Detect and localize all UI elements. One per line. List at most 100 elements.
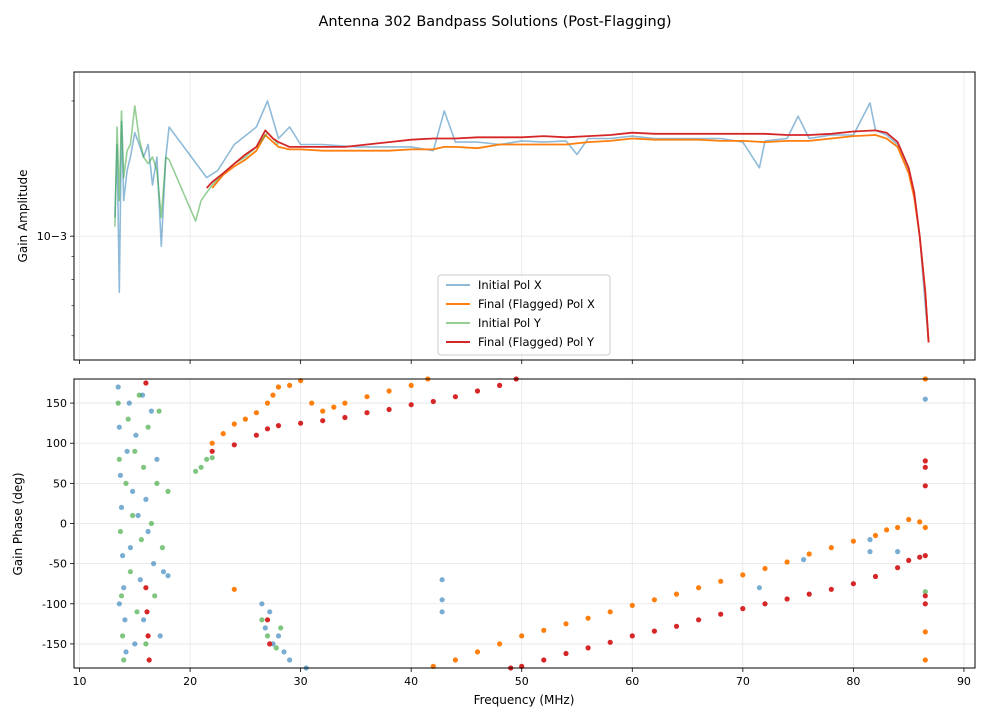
- phase-point: [696, 585, 702, 591]
- phase-point: [154, 480, 160, 486]
- phase-point: [541, 657, 547, 663]
- amplitude-line-initial-pol-x: [114, 100, 930, 343]
- phase-y-tick-label: 150: [46, 397, 67, 410]
- phase-point: [651, 597, 658, 603]
- phase-point: [922, 601, 928, 607]
- phase-point: [198, 464, 204, 470]
- phase-point: [115, 384, 121, 390]
- phase-y-tick-label: -50: [49, 558, 67, 571]
- x-tick-label: 80: [846, 675, 860, 688]
- phase-point: [264, 400, 271, 406]
- legend-entry-final-pol-y: Final (Flagged) Pol Y: [478, 335, 595, 349]
- phase-point: [309, 400, 315, 406]
- phase-point: [607, 609, 613, 615]
- phase-point: [922, 458, 928, 464]
- phase-point: [629, 602, 635, 609]
- phase-point: [762, 565, 768, 572]
- phase-point: [157, 633, 163, 639]
- phase-point: [922, 524, 928, 531]
- phase-point: [126, 400, 132, 406]
- phase-point: [439, 609, 445, 615]
- phase-point: [165, 488, 171, 494]
- phase-point: [125, 416, 131, 422]
- phase-point: [320, 418, 326, 424]
- phase-point: [127, 569, 133, 575]
- phase-point: [209, 455, 215, 461]
- phase-point: [275, 633, 282, 639]
- phase-point: [141, 464, 147, 470]
- phase-point: [121, 657, 127, 663]
- phase-point: [801, 557, 807, 563]
- phase-point: [127, 545, 133, 551]
- phase-point: [275, 384, 282, 390]
- phase-point: [231, 442, 237, 448]
- phase-point: [136, 392, 142, 398]
- x-tick-label: 60: [625, 675, 639, 688]
- phase-point: [922, 396, 928, 402]
- phase-point: [132, 641, 138, 647]
- phase-point: [872, 573, 879, 580]
- phase-point: [264, 633, 271, 639]
- phase-point: [474, 649, 481, 655]
- phase-point: [193, 468, 199, 474]
- phase-point: [145, 528, 151, 535]
- phase-point: [922, 464, 928, 470]
- phase-point: [145, 424, 151, 430]
- phase-point: [154, 456, 160, 462]
- legend-entry-initial-pol-x: Initial Pol X: [478, 278, 542, 292]
- phase-point: [146, 657, 152, 663]
- phase-point: [231, 421, 237, 427]
- phase-point: [673, 623, 680, 629]
- phase-point: [120, 553, 126, 559]
- x-tick-label: 30: [294, 675, 308, 688]
- phase-point: [152, 593, 158, 599]
- phase-point: [259, 601, 265, 607]
- phase-point: [519, 633, 525, 639]
- phase-point: [253, 432, 259, 438]
- phase-point: [922, 657, 928, 663]
- amplitude-ticks: 10−3: [37, 100, 965, 364]
- phase-point: [906, 516, 912, 523]
- phase-point: [563, 650, 569, 657]
- phase-point: [141, 617, 147, 623]
- phase-point: [922, 553, 928, 559]
- phase-point: [784, 559, 790, 565]
- phase-point: [121, 585, 127, 591]
- phase-point: [541, 627, 547, 633]
- phase-point: [133, 432, 139, 438]
- phase-scatter-initial-pol-x: [115, 384, 928, 671]
- phase-point: [287, 657, 293, 663]
- phase-point: [130, 512, 136, 519]
- phase-point: [123, 480, 129, 486]
- phase-point: [607, 639, 613, 645]
- phase-point: [906, 557, 912, 564]
- phase-point: [922, 589, 928, 595]
- phase-point: [884, 527, 890, 533]
- phase-point: [895, 549, 901, 555]
- phase-point: [806, 551, 812, 557]
- phase-point: [115, 400, 121, 406]
- phase-y-tick-label: 0: [60, 518, 67, 531]
- phase-point: [342, 400, 348, 406]
- phase-point: [585, 615, 591, 621]
- phase-point: [275, 423, 282, 429]
- chart-title: Antenna 302 Bandpass Solutions (Post-Fla…: [318, 14, 671, 30]
- phase-point: [267, 641, 273, 647]
- amplitude-y-axis-label: Gain Amplitude: [16, 170, 30, 263]
- phase-point: [696, 617, 702, 623]
- legend: Initial Pol X Final (Flagged) Pol X Init…: [437, 274, 611, 356]
- phase-point: [474, 388, 481, 394]
- phase-point: [116, 424, 122, 430]
- phase-y-tick-label: 100: [46, 437, 67, 450]
- phase-point: [430, 398, 436, 405]
- phase-point: [124, 448, 130, 454]
- phase-grid: [74, 379, 975, 668]
- phase-point: [718, 578, 724, 584]
- phase-point: [585, 645, 591, 651]
- phase-point: [143, 641, 149, 647]
- phase-point: [220, 431, 226, 437]
- phase-point: [867, 549, 873, 555]
- phase-ticks: 10 20 30 40 50 60 70 80 90 -150 -100 -50 0 50 100 150: [42, 397, 971, 688]
- amplitude-grid: [74, 72, 975, 360]
